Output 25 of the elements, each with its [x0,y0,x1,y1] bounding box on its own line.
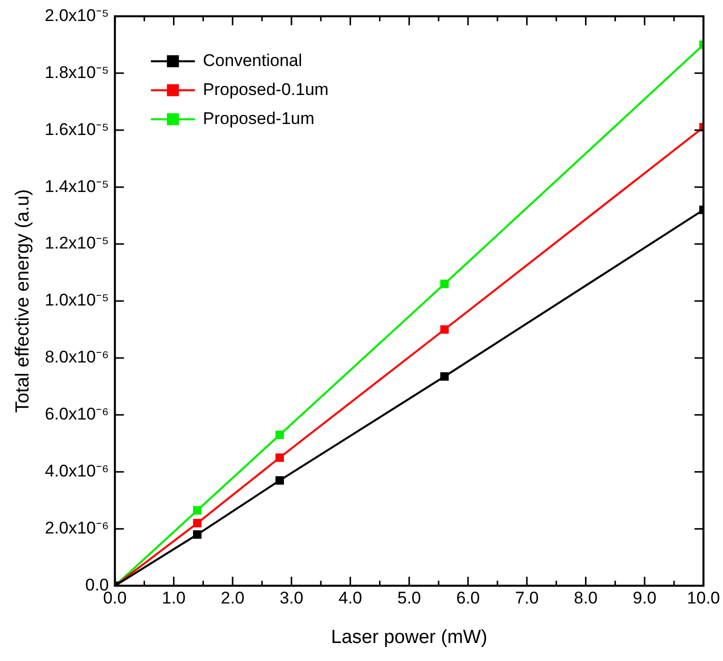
x-axis-title: Laser power (mW) [331,626,488,648]
x-tick-label: 3.0 [280,588,304,608]
x-tick-label: 5.0 [397,588,421,608]
y-tick-label: 1.8x10⁻⁵ [44,62,109,82]
y-tick-label: 2.0x10⁻⁵ [44,6,109,25]
legend-label: Proposed-0.1um [202,80,329,99]
x-tick-label: 9.0 [632,588,656,608]
x-tick-label: 2.0 [220,588,244,608]
y-tick-label: 8.0x10⁻⁶ [44,348,109,367]
y-tick-label: 1.4x10⁻⁵ [44,176,109,196]
legend-label: Conventional [202,50,302,70]
x-tick-label: 7.0 [515,588,539,608]
x-tick-label: 4.0 [338,588,362,608]
x-tick-label: 6.0 [456,588,480,608]
y-tick-label: 2.0x10⁻⁶ [44,518,109,538]
y-axis-title: Total effective energy (a.u) [12,189,34,413]
legend-label: Proposed-1um [202,108,314,128]
y-tick-label: 1.6x10⁻⁵ [44,120,109,139]
x-tick-label: 1.0 [162,588,186,608]
x-tick-label: 10.0 [686,588,720,608]
y-tick-label: 1.2x10⁻⁵ [44,234,109,253]
x-tick-label: 8.0 [574,588,598,608]
y-tick-label: 6.0x10⁻⁶ [44,404,109,424]
y-tick-label: 4.0x10⁻⁶ [44,462,109,481]
y-tick-label: 1.0x10⁻⁵ [44,290,109,310]
